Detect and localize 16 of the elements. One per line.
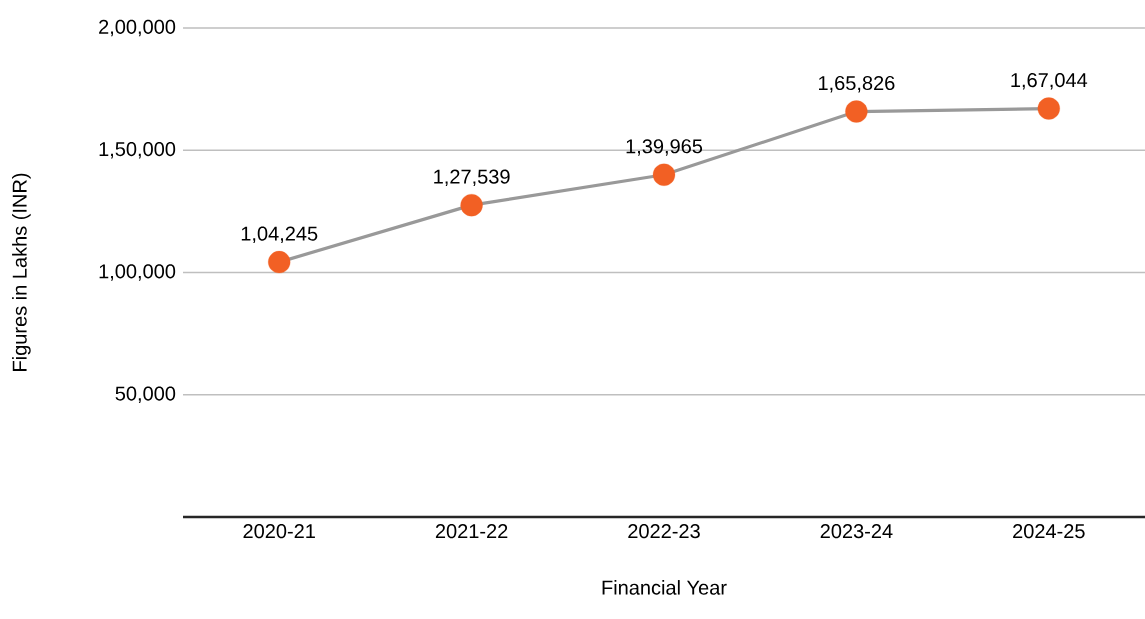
data-label: 1,65,826 (819, 75, 895, 93)
data-label: 1,27,539 (434, 169, 510, 187)
data-label: 1,39,965 (626, 139, 703, 156)
y-tick-label: 1,00,000 (99, 264, 176, 281)
x-tick-label: 2020-21 (243, 524, 315, 539)
data-label: 1,67,044 (1011, 72, 1088, 90)
x-tick-label: 2023-24 (820, 524, 893, 539)
x-tick-label: 2024-25 (1013, 524, 1085, 539)
x-axis-title: Financial Year (602, 580, 727, 595)
y-axis-title: Figures in Lakhs (INR) (12, 173, 31, 371)
x-tick-label: 2021-22 (435, 524, 508, 539)
y-tick-label: 50,000 (115, 386, 176, 404)
y-tick-label: 2,00,000 (99, 19, 176, 37)
y-tick-label: 1,50,000 (99, 141, 176, 159)
data-label: 1,04,245 (241, 226, 318, 244)
x-tick-label: 2022-23 (628, 524, 700, 539)
